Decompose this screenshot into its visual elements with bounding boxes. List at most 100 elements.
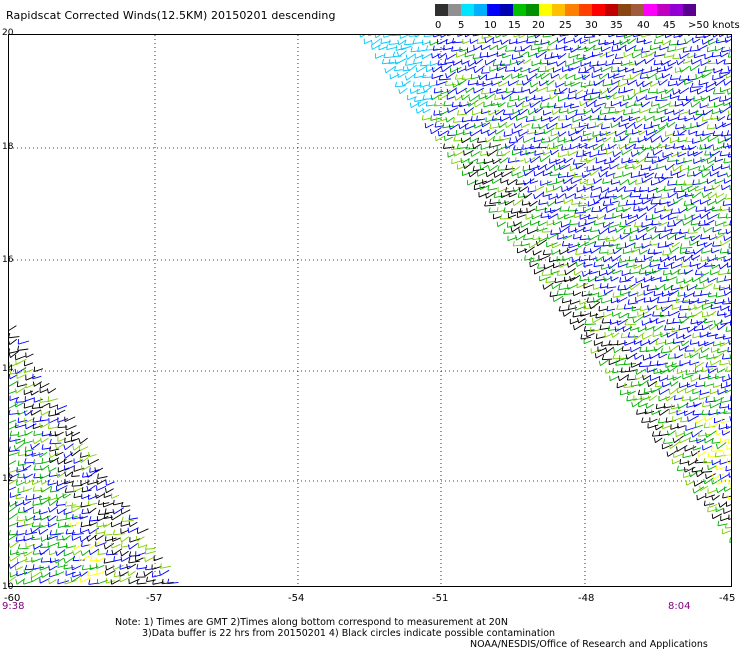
wind-barb: [661, 73, 671, 79]
wind-map-plot[interactable]: [8, 34, 732, 587]
wind-barb: [394, 65, 403, 72]
wind-barb: [707, 214, 718, 220]
wind-barb: [709, 502, 718, 508]
wind-barb: [111, 536, 121, 542]
wind-barb: [728, 164, 731, 170]
wind-barb: [612, 115, 623, 123]
wind-barb: [445, 71, 456, 79]
wind-barb: [632, 315, 645, 324]
wind-barb: [454, 74, 465, 80]
wind-barb: [720, 68, 731, 74]
color-swatch-2: [461, 4, 475, 16]
wind-barb: [664, 325, 676, 331]
wind-barb: [643, 38, 652, 45]
wind-barb: [383, 52, 395, 59]
color-swatch-10: [565, 4, 579, 16]
wind-barb: [539, 275, 551, 282]
wind-barb: [485, 191, 497, 199]
wind-barb: [649, 296, 660, 303]
wind-barb: [590, 192, 600, 198]
wind-barb: [459, 101, 472, 108]
wind-barb: [605, 368, 614, 374]
color-scale-label: 35: [610, 20, 623, 31]
wind-barb: [672, 338, 685, 344]
wind-barb: [655, 95, 668, 102]
wind-barb: [688, 436, 702, 443]
wind-barb: [601, 354, 613, 361]
wind-barb: [629, 268, 641, 275]
wind-barb: [606, 283, 617, 289]
wind-barb: [685, 369, 698, 375]
wind-barb: [664, 88, 674, 94]
wind-barb: [527, 228, 539, 235]
lat-label-16: 16: [2, 255, 14, 265]
wind-barb: [30, 390, 39, 396]
wind-barb: [571, 257, 580, 263]
wind-barb: [491, 80, 502, 86]
wind-barb: [699, 198, 712, 205]
wind-barb: [547, 213, 559, 220]
wind-barb: [611, 311, 622, 317]
color-scale-label: 30: [585, 20, 598, 31]
wind-barb: [589, 115, 601, 121]
wind-barb: [622, 248, 635, 255]
wind-barb: [671, 263, 682, 269]
wind-barb: [723, 408, 731, 415]
wind-barb: [433, 101, 444, 107]
wind-barb: [65, 528, 76, 535]
wind-barb: [675, 431, 685, 438]
wind-barb: [716, 367, 726, 374]
wind-barb: [421, 39, 431, 46]
wind-barb: [623, 359, 637, 365]
wind-barb: [95, 493, 105, 499]
wind-barb: [485, 75, 498, 81]
wind-barb: [436, 80, 448, 86]
wind-barb: [397, 39, 407, 46]
wind-barb: [653, 38, 663, 45]
wind-barb: [715, 220, 727, 227]
wind-barb: [504, 143, 515, 149]
wind-barb: [496, 51, 506, 57]
wind-barb: [17, 339, 30, 345]
wind-barb: [707, 193, 717, 199]
wind-barb: [727, 110, 731, 116]
wind-barbs: [9, 35, 731, 585]
wind-barb: [621, 116, 633, 122]
wind-barb: [582, 130, 592, 137]
wind-barb: [524, 246, 535, 254]
credit-line: NOAA/NESDIS/Office of Research and Appli…: [470, 639, 708, 650]
wind-barb: [17, 409, 28, 416]
wind-barb: [727, 268, 731, 274]
wind-barb: [684, 79, 694, 86]
wind-barb: [691, 58, 702, 65]
wind-barb: [548, 116, 559, 123]
wind-barb: [64, 471, 73, 477]
color-swatch-18: [669, 4, 683, 16]
wind-barb: [657, 79, 668, 86]
wind-barb: [120, 555, 133, 562]
wind-barb: [637, 389, 650, 396]
wind-barb: [694, 269, 704, 276]
wind-barb: [612, 173, 622, 179]
wind-barb: [715, 442, 727, 450]
wind-barb: [682, 452, 692, 459]
wind-barb: [677, 151, 687, 158]
wind-barb: [167, 578, 179, 585]
wind-barb: [553, 89, 565, 95]
wind-barb: [584, 319, 597, 325]
lon-label-57: -57: [146, 593, 163, 604]
wind-barb: [493, 192, 505, 199]
wind-barb: [440, 88, 451, 95]
wind-barb: [442, 122, 454, 129]
wind-barb: [56, 515, 68, 522]
wind-barb: [16, 549, 28, 556]
wind-barb: [579, 99, 592, 107]
wind-barb: [550, 52, 562, 58]
wind-barb: [14, 401, 24, 408]
wind-barb: [404, 73, 416, 81]
wind-barb: [546, 233, 559, 240]
wind-barb: [525, 214, 535, 220]
wind-barb: [39, 498, 51, 505]
wind-barb: [674, 45, 687, 51]
wind-barb: [676, 193, 688, 199]
